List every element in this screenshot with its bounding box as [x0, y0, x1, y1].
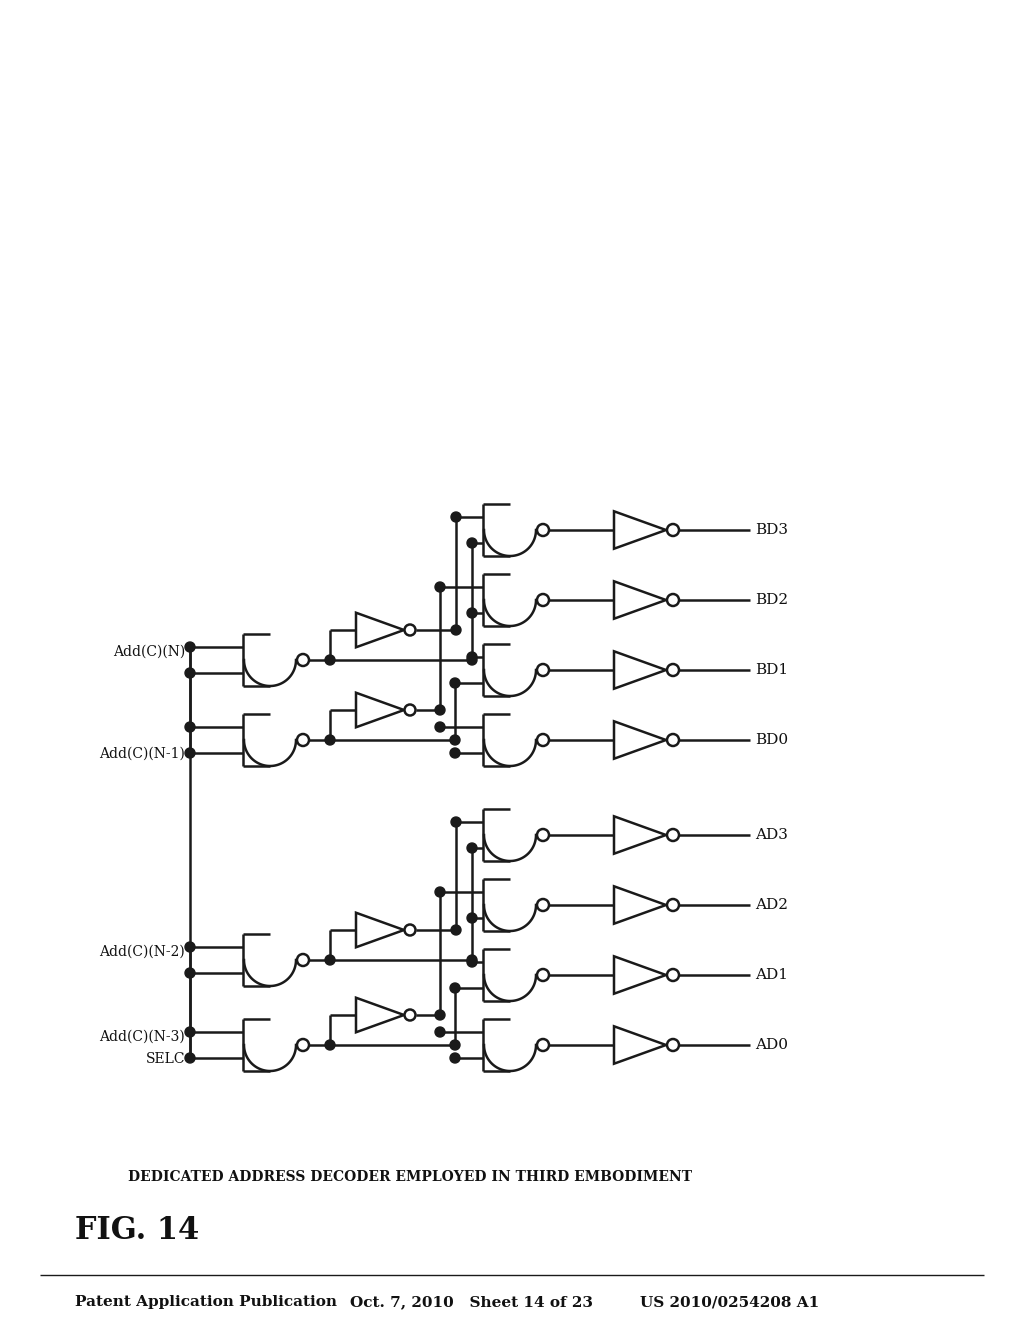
- Circle shape: [467, 957, 477, 968]
- Circle shape: [435, 1010, 445, 1020]
- Text: Oct. 7, 2010   Sheet 14 of 23: Oct. 7, 2010 Sheet 14 of 23: [350, 1295, 593, 1309]
- Text: BD2: BD2: [755, 593, 788, 607]
- Text: BD1: BD1: [755, 663, 788, 677]
- Circle shape: [435, 722, 445, 733]
- Circle shape: [451, 817, 461, 828]
- Circle shape: [185, 968, 195, 978]
- Circle shape: [185, 942, 195, 952]
- Text: AD3: AD3: [755, 828, 787, 842]
- Circle shape: [467, 843, 477, 853]
- Circle shape: [451, 624, 461, 635]
- Text: AD1: AD1: [755, 968, 788, 982]
- Circle shape: [185, 642, 195, 652]
- Text: AD2: AD2: [755, 898, 788, 912]
- Circle shape: [185, 722, 195, 733]
- Circle shape: [467, 652, 477, 663]
- Text: BD3: BD3: [755, 523, 788, 537]
- Text: Add(C)(N-2): Add(C)(N-2): [99, 945, 185, 960]
- Circle shape: [325, 655, 335, 665]
- Circle shape: [467, 539, 477, 548]
- Circle shape: [467, 655, 477, 665]
- Text: Add(C)(N-1): Add(C)(N-1): [99, 747, 185, 762]
- Circle shape: [450, 748, 460, 758]
- Text: Add(C)(N-3): Add(C)(N-3): [99, 1030, 185, 1044]
- Circle shape: [450, 1053, 460, 1063]
- Text: AD0: AD0: [755, 1038, 788, 1052]
- Circle shape: [450, 1040, 460, 1049]
- Circle shape: [467, 609, 477, 618]
- Circle shape: [185, 668, 195, 678]
- Circle shape: [435, 705, 445, 715]
- Circle shape: [185, 1027, 195, 1038]
- Circle shape: [450, 678, 460, 688]
- Circle shape: [325, 1040, 335, 1049]
- Text: DEDICATED ADDRESS DECODER EMPLOYED IN THIRD EMBODIMENT: DEDICATED ADDRESS DECODER EMPLOYED IN TH…: [128, 1170, 692, 1184]
- Circle shape: [435, 887, 445, 898]
- Text: Patent Application Publication: Patent Application Publication: [75, 1295, 337, 1309]
- Text: Add(C)(N): Add(C)(N): [113, 645, 185, 659]
- Circle shape: [450, 735, 460, 744]
- Text: US 2010/0254208 A1: US 2010/0254208 A1: [640, 1295, 819, 1309]
- Circle shape: [435, 1027, 445, 1038]
- Circle shape: [185, 1053, 195, 1063]
- Circle shape: [467, 913, 477, 923]
- Circle shape: [451, 512, 461, 521]
- Circle shape: [185, 748, 195, 758]
- Text: SELC: SELC: [145, 1052, 185, 1067]
- Text: BD0: BD0: [755, 733, 788, 747]
- Circle shape: [467, 954, 477, 965]
- Circle shape: [450, 983, 460, 993]
- Text: FIG. 14: FIG. 14: [75, 1214, 200, 1246]
- Circle shape: [325, 735, 335, 744]
- Circle shape: [435, 582, 445, 591]
- Circle shape: [325, 954, 335, 965]
- Circle shape: [451, 925, 461, 935]
